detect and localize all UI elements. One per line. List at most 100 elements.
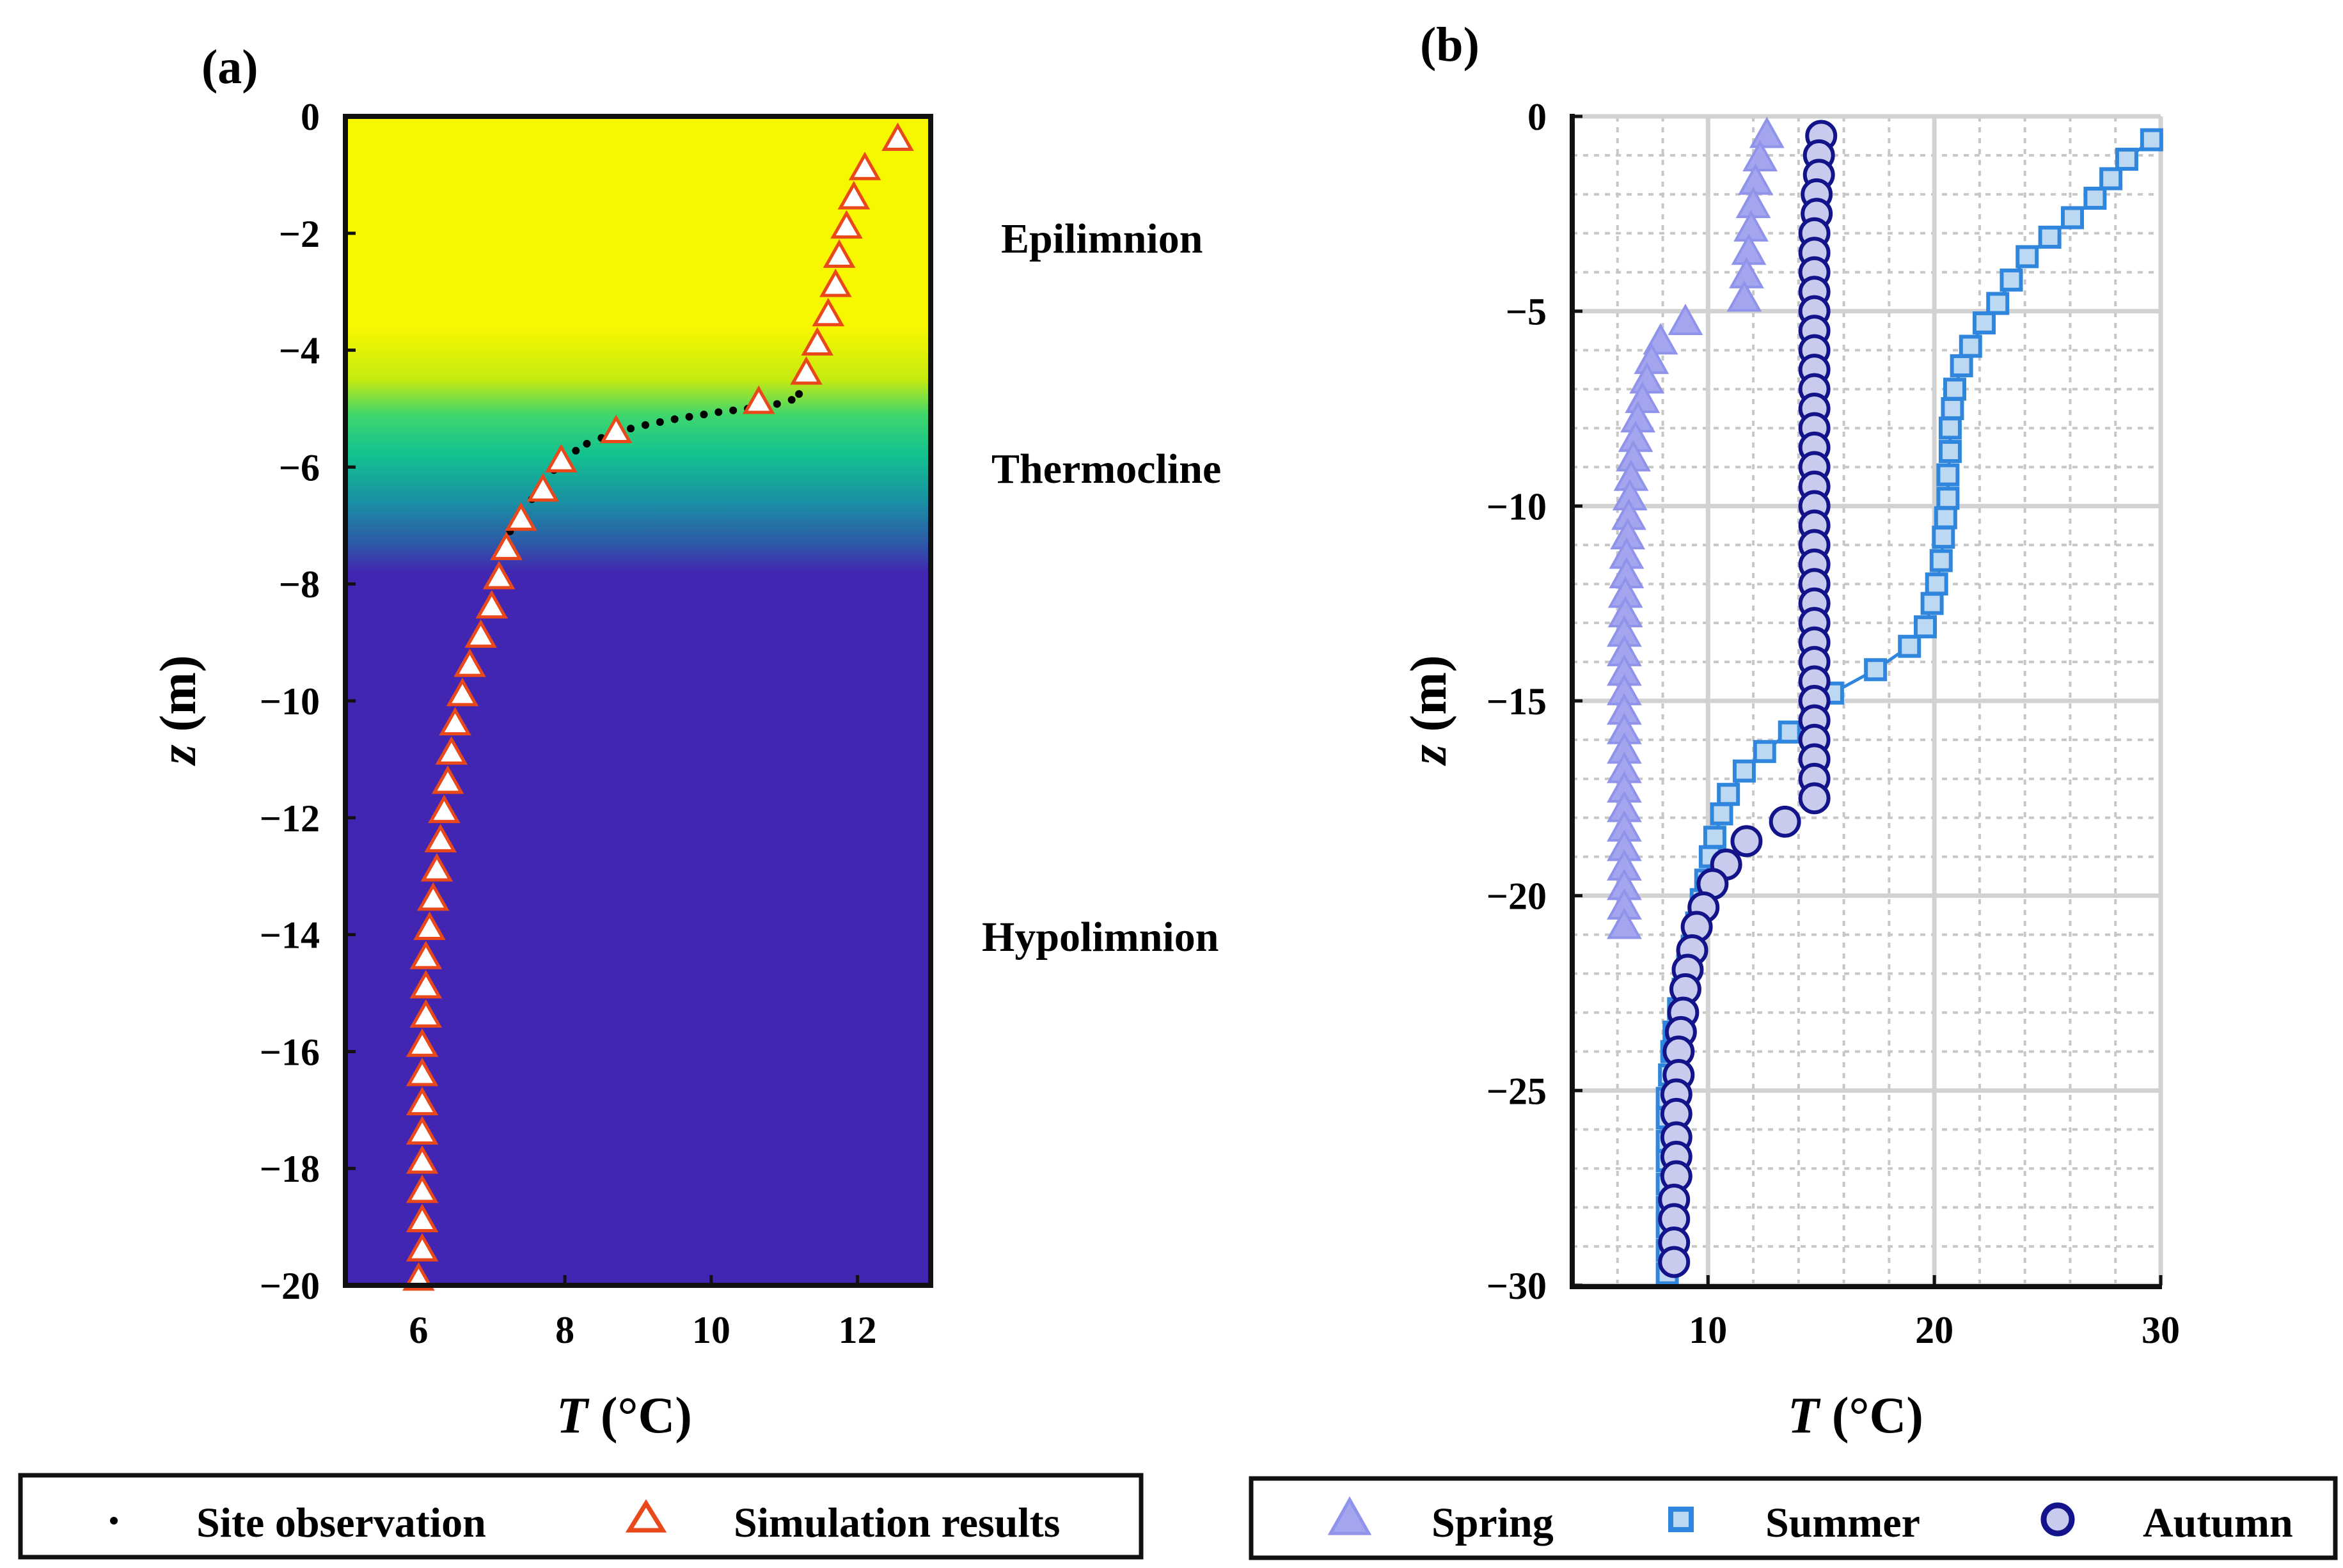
spring-point xyxy=(1749,116,1785,148)
panel-a-x-tick-label: 12 xyxy=(839,1309,877,1351)
spring-point xyxy=(1606,907,1642,939)
simulation-point xyxy=(409,941,443,969)
legend-a-box xyxy=(18,1473,1144,1560)
simulation-point xyxy=(742,385,775,414)
panel-a-x-tick-label: 8 xyxy=(555,1309,574,1351)
panel-a-x-ticks: 6 8 10 12 xyxy=(409,1275,877,1351)
legend-b-label-summer: Summer xyxy=(1765,1500,1920,1546)
simulation-point xyxy=(446,677,479,707)
observation-point xyxy=(656,418,664,427)
panel-b-y-tick-label: −30 xyxy=(1487,1265,1547,1307)
observation-point xyxy=(670,415,679,423)
legend-b-label-autumn: Autumn xyxy=(2143,1500,2293,1546)
summer-point xyxy=(1925,572,1948,596)
simulation-point xyxy=(490,531,523,560)
summer-point xyxy=(1943,377,1966,401)
summer-point xyxy=(1986,292,2010,315)
simulation-point xyxy=(801,327,834,356)
panel-b-axes-lines xyxy=(1570,114,2162,1289)
legend-a-triangle-swatch xyxy=(625,1499,667,1533)
panel-a-y-ticks: 0 −2 −4 −6 −8 −10 −12 −14 −16 −18 −20 xyxy=(260,96,356,1307)
simulation-point xyxy=(790,356,823,385)
summer-point xyxy=(2115,148,2138,171)
panel-b-y-tick-label: −25 xyxy=(1487,1070,1547,1112)
summer-point xyxy=(1929,549,1953,572)
panel-b-y-tick-label: −5 xyxy=(1506,291,1547,333)
region-label-epilimnion: Epilimnion xyxy=(1001,216,1203,262)
simulation-point xyxy=(406,1233,439,1262)
simulation-point xyxy=(881,122,914,152)
panel-a-x-axis-label: T (°C) xyxy=(556,1388,692,1444)
autumn-point xyxy=(1798,782,1831,815)
legend-b-label-spring: Spring xyxy=(1432,1500,1554,1546)
simulation-point xyxy=(475,590,509,619)
summer-point xyxy=(2083,186,2107,210)
summer-point xyxy=(1938,416,1962,440)
simulation-point xyxy=(545,444,578,473)
summer-point xyxy=(1914,615,1937,639)
panel-a-y-tick-label: −6 xyxy=(279,446,320,489)
summer-point xyxy=(1941,397,1964,420)
panel-a: (a) Epilimnion Thermocline Hypolimnion 0… xyxy=(150,40,1221,1444)
observation-point xyxy=(641,421,649,429)
panel-a-x-tick-label: 6 xyxy=(409,1309,428,1351)
panel-a-y-tick-label: −12 xyxy=(260,797,320,840)
summer-point xyxy=(1973,311,1996,334)
simulation-point xyxy=(599,414,633,444)
simulation-point xyxy=(830,210,863,239)
simulation-point xyxy=(406,1116,439,1145)
summer-point xyxy=(1934,506,1957,529)
summer-point xyxy=(1898,634,1921,658)
panel-b: (b) 0 −5 −10 −15 −20 −25 −30 10 20 30 T (°C) z (… xyxy=(1401,18,2180,1444)
simulation-point xyxy=(823,239,856,268)
panel-a-y-tick-label: −10 xyxy=(260,680,320,723)
summer-point xyxy=(1938,440,1962,464)
summer-point xyxy=(1732,759,1756,783)
summer-point xyxy=(1936,487,1960,510)
region-label-hypolimnion: Hypolimnion xyxy=(982,914,1219,960)
panel-a-y-tick-label: 0 xyxy=(301,96,320,138)
summer-point xyxy=(1920,592,1944,615)
panel-b-x-tick-label: 30 xyxy=(2142,1309,2180,1351)
simulation-point xyxy=(526,473,560,502)
simulation-point xyxy=(505,502,537,531)
summer-point xyxy=(1932,526,1955,549)
panel-b-y-ticks: 0 −5 −10 −15 −20 −25 −30 xyxy=(1487,96,1582,1307)
simulation-point xyxy=(406,1203,439,1232)
legend-b-triangle-swatch xyxy=(1327,1496,1372,1535)
legend-a: Site observation Simulation results xyxy=(18,1473,1144,1560)
panel-b-y-tick-label: 0 xyxy=(1527,96,1547,138)
observation-point xyxy=(795,390,803,398)
observation-point xyxy=(787,396,796,404)
summer-point xyxy=(1950,354,1973,377)
simulation-point xyxy=(812,297,845,327)
simulation-point xyxy=(406,1086,439,1116)
panel-b-x-tick-label: 20 xyxy=(1915,1309,1953,1351)
spring-point xyxy=(1742,139,1778,172)
legend-b-square-swatch xyxy=(1668,1507,1694,1532)
observation-point xyxy=(729,406,738,414)
legend-a-label-site-observation: Site observation xyxy=(196,1500,486,1546)
observation-point xyxy=(627,425,635,433)
summer-point xyxy=(1959,334,1982,358)
panel-a-y-tick-label: −2 xyxy=(279,213,320,255)
panel-a-frame xyxy=(343,114,933,1288)
summer-point xyxy=(1864,658,1888,682)
panel-b-marks xyxy=(1606,116,2163,1285)
simulation-point xyxy=(428,794,461,824)
simulation-point xyxy=(439,707,471,736)
autumn-point xyxy=(1769,805,1801,838)
panel-a-y-tick-label: −18 xyxy=(260,1148,320,1190)
simulation-point xyxy=(406,1057,439,1086)
panel-a-y-tick-label: −20 xyxy=(260,1265,320,1307)
simulation-point xyxy=(409,969,443,999)
simulation-point xyxy=(424,824,457,852)
summer-point xyxy=(2000,268,2023,292)
simulation-point xyxy=(416,882,450,911)
observation-point xyxy=(700,411,708,419)
autumn-point xyxy=(1730,825,1763,858)
simulation-point xyxy=(837,180,871,210)
summer-point xyxy=(2061,206,2084,230)
legend-a-dot-swatch xyxy=(110,1517,118,1525)
